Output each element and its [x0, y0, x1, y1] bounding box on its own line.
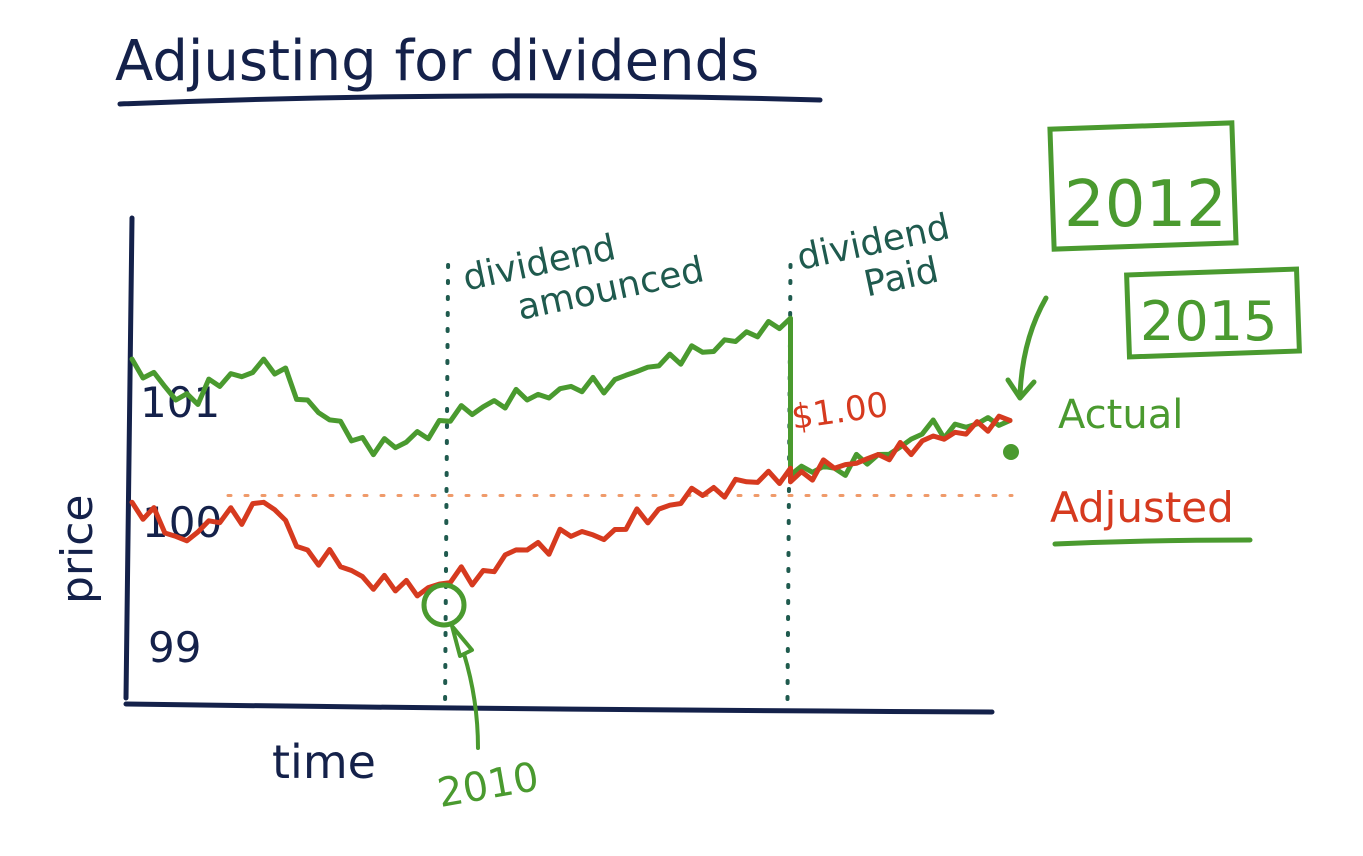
- arrow-head: [1005, 377, 1037, 401]
- marker-pointer: [450, 624, 474, 658]
- y-axis-label: price: [52, 494, 103, 604]
- year-box-2012: [1047, 120, 1239, 252]
- x-axis: [123, 701, 995, 715]
- marker-stem: [462, 652, 480, 750]
- marker-circle-2010: [421, 582, 467, 628]
- event-line-dividend-announced: [443, 263, 451, 702]
- y-axis: [123, 215, 135, 701]
- legend-actual: Actual: [1058, 392, 1183, 438]
- title-underline: [117, 93, 823, 107]
- x-axis-label: time: [272, 735, 376, 789]
- year-label-2015: 2015: [1140, 290, 1277, 353]
- marker-year-2010: 2010: [434, 754, 542, 817]
- year-label-2012: 2012: [1064, 168, 1227, 242]
- dividend-amount-label: $1.00: [789, 385, 891, 438]
- series-end-dot: [1003, 444, 1019, 460]
- series-line-adjusted: [129, 413, 1013, 599]
- legend-adjusted: Adjusted: [1050, 483, 1234, 532]
- year-box-2015: [1124, 266, 1302, 360]
- arrow-to-actual: [1017, 295, 1049, 399]
- chart-title: Adjusting for dividends: [115, 29, 759, 94]
- legend-adjusted-underline: [1052, 537, 1253, 547]
- y-tick-label-99: 99: [148, 623, 201, 672]
